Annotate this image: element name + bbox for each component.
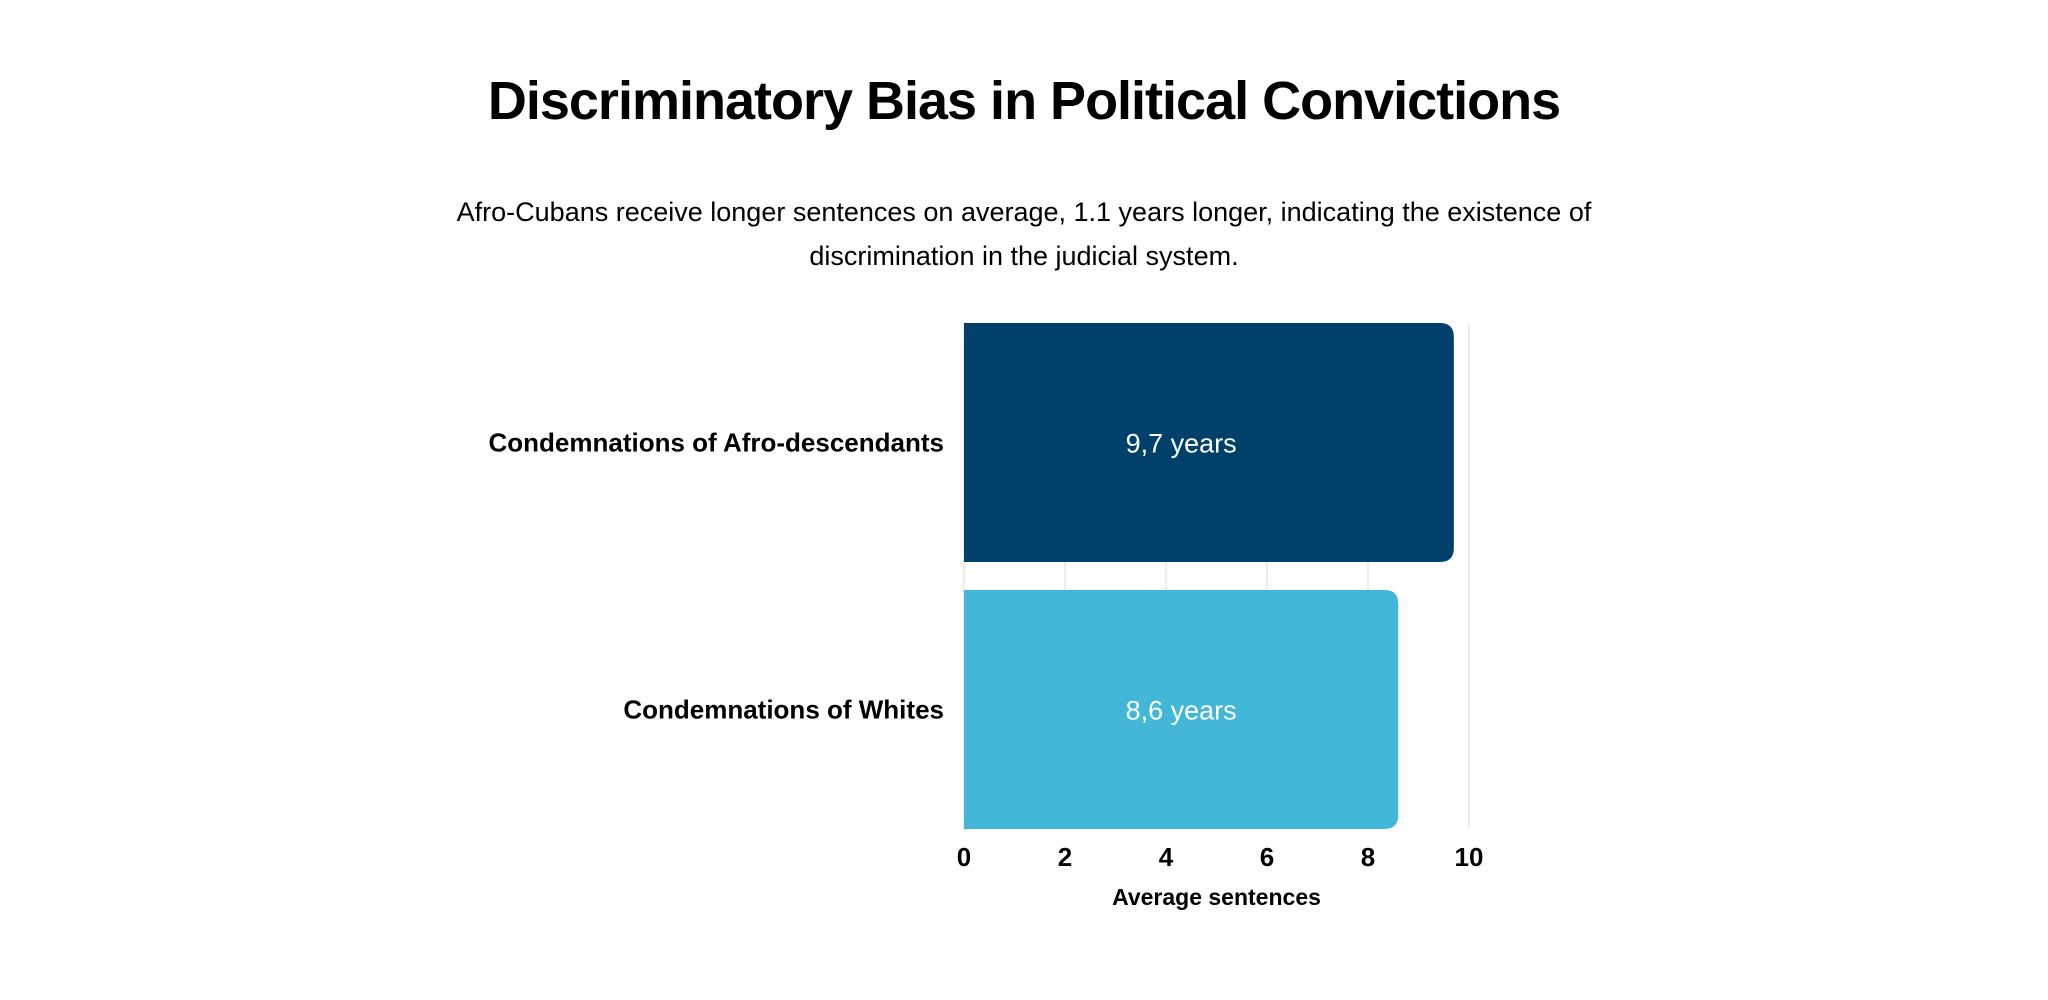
- bars: [964, 323, 1454, 829]
- x-tick-label: 6: [1260, 842, 1274, 872]
- x-tick-label: 2: [1058, 842, 1072, 872]
- bar-data-label: 8,6 years: [1126, 696, 1237, 726]
- category-label: Condemnations of Afro-descendants: [488, 428, 944, 458]
- x-tick-label: 0: [957, 842, 971, 872]
- chart-title: Discriminatory Bias in Political Convict…: [487, 71, 1561, 131]
- x-tick-label: 10: [1455, 842, 1484, 872]
- labels: 0 2 4 6 8 10 9,7 years Condemnations of Afro-de…: [488, 428, 1483, 911]
- bar-afro-descendants: [964, 323, 1454, 562]
- category-label: Condemnations of Whites: [623, 695, 944, 725]
- bar-whites: [964, 590, 1399, 829]
- chart-subtitle: Afro-Cubans receive longer sentences on …: [456, 197, 1592, 271]
- x-tick-label: 8: [1361, 842, 1375, 872]
- x-tick-label: 4: [1159, 842, 1174, 872]
- x-axis-title: Average sentences: [1112, 884, 1321, 910]
- bar-data-label: 9,7 years: [1126, 429, 1237, 459]
